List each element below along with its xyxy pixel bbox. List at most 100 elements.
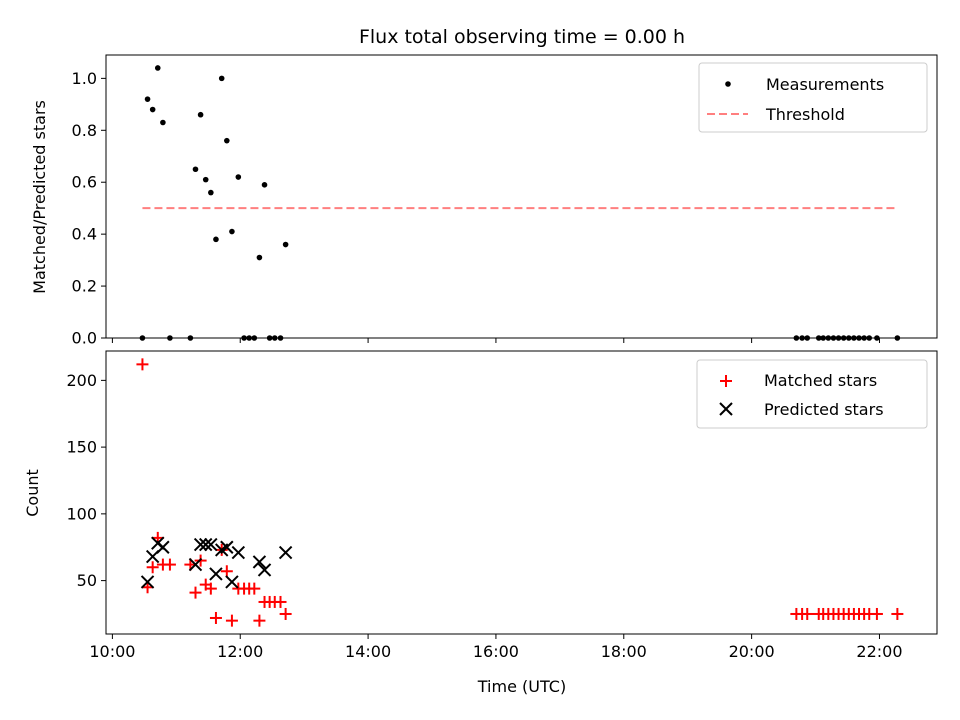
measurement-point — [874, 335, 880, 341]
measurement-point — [144, 96, 151, 102]
measurement-point — [894, 335, 901, 341]
measurement-point — [820, 335, 827, 341]
matched-star-point — [204, 582, 217, 595]
measurement-point — [139, 335, 146, 341]
bottom-x-tick: 16:00 — [473, 634, 519, 661]
measurement-point — [261, 182, 268, 188]
top-y-tick: 0.4 — [72, 225, 106, 244]
matched-star-point — [146, 561, 159, 574]
bottom-y-tick-label: 100 — [66, 504, 97, 523]
matched-star-point — [163, 558, 176, 571]
top-y-tick: 0.0 — [72, 329, 106, 348]
predicted-star-point — [257, 563, 272, 577]
legend-predicted-label: Predicted stars — [764, 400, 884, 419]
bottom-panel: 50 100 150 200 10:00 12:00 14:00 16:00 18:00 20:… — [23, 350, 938, 696]
bottom-y-tick-label: 200 — [66, 371, 97, 390]
measurement-point — [856, 335, 862, 341]
legend-measurements-swatch — [725, 81, 731, 87]
top-legend-frame — [698, 62, 928, 133]
bottom-y-tick-label: 50 — [77, 571, 97, 590]
x-tick-label: 18:00 — [601, 642, 647, 661]
measurement-point — [229, 228, 235, 235]
measurement-point — [154, 65, 161, 71]
top-y-tick: 0.6 — [72, 173, 106, 192]
bottom-x-tick: 20:00 — [729, 634, 775, 661]
top-y-axis-title: Matched/Predicted stars — [30, 100, 49, 294]
measurement-point — [241, 335, 247, 341]
measurement-point — [213, 236, 219, 243]
predicted-star-point — [231, 545, 246, 560]
measurement-point — [208, 189, 214, 196]
bottom-y-tick: 50 — [77, 571, 106, 590]
top-y-tick-label: 1.0 — [72, 69, 97, 88]
x-tick-label: 20:00 — [729, 642, 775, 661]
top-y-tick: 0.8 — [72, 121, 106, 140]
measurement-point — [256, 254, 263, 261]
bottom-plot-frame — [105, 350, 938, 635]
measurement-point — [830, 335, 837, 341]
matched-star-point — [279, 607, 292, 620]
measurement-point — [246, 335, 252, 341]
legend-threshold-label: Threshold — [765, 105, 845, 124]
predicted-star-point — [209, 567, 223, 581]
measurement-point — [804, 335, 811, 341]
predicted-star-point — [278, 545, 293, 560]
bottom-x-tick: 10:00 — [89, 634, 135, 661]
measurement-point — [866, 335, 873, 341]
measurement-point — [793, 335, 800, 341]
predicted-star-point — [193, 537, 208, 552]
top-y-tick: 0.2 — [72, 277, 106, 296]
top-y-tick-label: 0.2 — [72, 277, 97, 296]
measurement-point — [266, 335, 273, 341]
measurement-point — [840, 335, 847, 341]
top-panel: 0.0 0.2 0.4 0.6 0.8 1.0 Matched/Predicted sta… — [30, 54, 938, 348]
top-x-axis — [111, 338, 880, 343]
matched-star-point — [189, 586, 202, 599]
x-tick-label: 22:00 — [856, 642, 902, 661]
measurement-point — [202, 176, 209, 183]
bottom-y-axis: 50 100 150 200 — [66, 371, 106, 590]
bottom-x-tick: 14:00 — [345, 634, 391, 661]
predicted-star-point — [140, 575, 155, 589]
bottom-y-axis-title: Count — [23, 469, 42, 517]
matched-star-point — [225, 614, 238, 627]
legend-matched-label: Matched stars — [764, 371, 877, 390]
top-y-tick: 1.0 — [72, 69, 106, 88]
predicted-star-point — [188, 557, 203, 572]
predicted-star-point — [204, 537, 218, 552]
measurement-point — [851, 335, 857, 341]
top-y-tick-label: 0.4 — [72, 225, 97, 244]
x-tick-label: 10:00 — [89, 642, 135, 661]
predicted-star-point — [156, 540, 170, 554]
measurement-point — [235, 174, 242, 180]
bottom-x-tick: 18:00 — [601, 634, 647, 661]
measurement-point — [271, 335, 278, 341]
top-y-tick-label: 0.0 — [72, 329, 97, 348]
top-y-tick-label: 0.6 — [72, 173, 97, 192]
bottom-y-tick: 150 — [66, 438, 106, 457]
x-axis-title: Time (UTC) — [477, 677, 566, 696]
bottom-plot-marks — [136, 358, 904, 627]
legend-matched-swatch — [720, 375, 732, 387]
matched-star-point — [274, 595, 287, 608]
matched-star-point — [136, 358, 149, 371]
legend-measurements-label: Measurements — [766, 75, 884, 94]
matched-star-point — [870, 607, 883, 620]
matched-star-point — [220, 565, 233, 578]
measurement-point — [192, 166, 199, 173]
predicted-star-point — [225, 575, 239, 589]
measurement-point — [224, 137, 230, 144]
x-tick-label: 14:00 — [345, 642, 391, 661]
measurement-point — [187, 335, 194, 341]
bottom-legend: Matched stars Predicted stars — [696, 359, 928, 429]
top-y-tick-label: 0.8 — [72, 121, 97, 140]
bottom-x-tick: 12:00 — [217, 634, 263, 661]
x-tick-label: 12:00 — [217, 642, 263, 661]
predicted-star-point — [252, 555, 267, 569]
measurement-point — [825, 335, 832, 341]
top-plot-frame — [105, 54, 938, 339]
measurement-point — [197, 111, 204, 118]
measurement-point — [861, 335, 867, 341]
predicted-star-point — [199, 537, 213, 552]
